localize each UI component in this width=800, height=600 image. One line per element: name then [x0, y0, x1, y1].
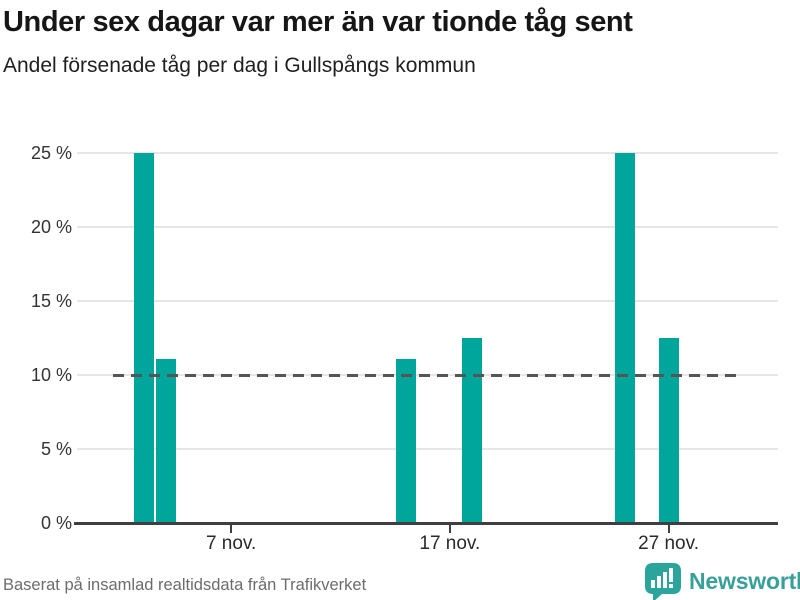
y-axis-label: 10 % — [30, 365, 72, 385]
gridline-20 — [77, 226, 778, 228]
x-axis-tick — [230, 524, 233, 533]
gridline-25 — [77, 152, 778, 154]
y-axis-label: 20 % — [30, 217, 72, 237]
source-attribution: Baserat på insamlad realtidsdata från Tr… — [3, 576, 367, 594]
y-axis-label: 0 % — [40, 513, 72, 533]
bar — [658, 338, 679, 523]
bar — [133, 153, 154, 523]
bar — [396, 358, 417, 523]
y-axis-label: 5 % — [40, 439, 72, 459]
x-axis-tick — [667, 524, 670, 533]
x-axis-label: 27 nov. — [638, 533, 699, 554]
bar — [614, 153, 635, 523]
newsworthy-logo-text: Newsworthy — [689, 567, 800, 594]
gridline-5 — [77, 448, 778, 450]
x-axis-label: 17 nov. — [419, 533, 481, 554]
chart-title: Under sex dagar var mer än var tionde tå… — [3, 6, 633, 38]
reference-line-10-percent — [113, 374, 743, 377]
newsworthy-logo: Newsworthy — [644, 562, 800, 600]
y-axis-label: 15 % — [30, 291, 72, 311]
newsworthy-bubble-icon — [645, 563, 681, 600]
gridline-15 — [77, 300, 778, 302]
x-axis-tick — [448, 524, 451, 533]
y-axis-label: 25 % — [30, 143, 72, 163]
chart-subtitle: Andel försenade tåg per dag i Gullspångs… — [3, 54, 476, 77]
bar — [155, 358, 176, 523]
x-axis-label: 7 nov. — [205, 533, 257, 554]
bar — [461, 338, 482, 523]
x-axis-line — [74, 522, 778, 525]
